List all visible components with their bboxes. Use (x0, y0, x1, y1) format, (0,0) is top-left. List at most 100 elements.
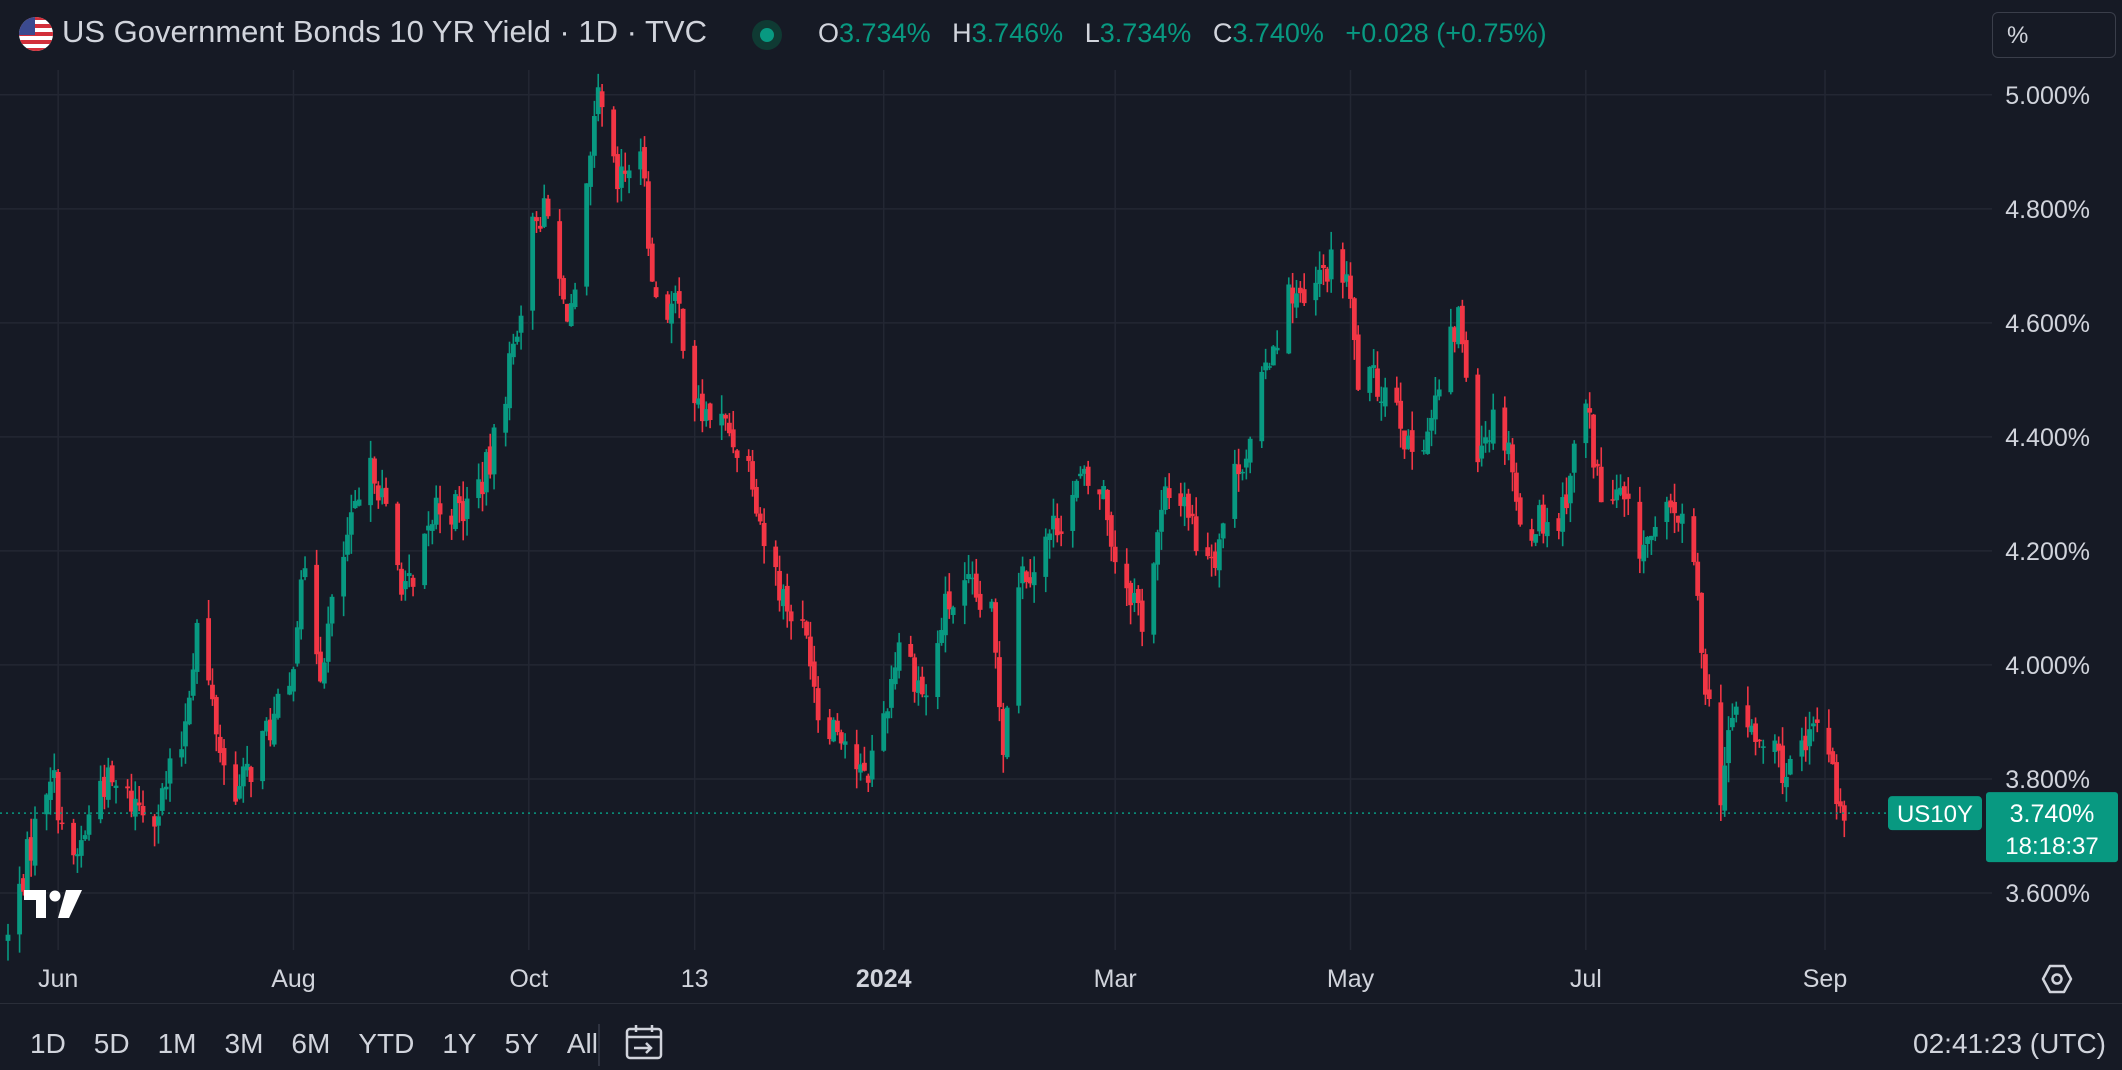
high-label: H (952, 18, 972, 48)
candle (1290, 272, 1296, 324)
candle-body (140, 805, 146, 816)
candle (622, 152, 628, 182)
candle-body (1263, 362, 1269, 371)
candle-body (1679, 513, 1685, 524)
candle-body (1718, 702, 1724, 806)
candle-body (156, 816, 161, 826)
candle (1838, 788, 1843, 814)
market-status-icon[interactable] (752, 20, 782, 50)
range-6m-button[interactable]: 6M (291, 1028, 331, 1059)
candle-body (55, 772, 61, 821)
candle (557, 209, 563, 296)
candle-body (426, 525, 431, 531)
candle (723, 413, 728, 431)
candle-body (703, 409, 709, 421)
candle (210, 668, 215, 706)
candle (48, 767, 53, 815)
candle (156, 804, 161, 844)
candle (591, 100, 597, 168)
candle (507, 341, 512, 421)
candle-body (1031, 572, 1037, 586)
range-ytd-button[interactable]: YTD (358, 1028, 415, 1059)
candle (1537, 499, 1542, 537)
candle (761, 508, 767, 564)
candle-body (298, 579, 304, 630)
candle (1567, 473, 1573, 523)
candle (1691, 508, 1697, 566)
candle (750, 449, 755, 497)
candle-body (44, 794, 49, 815)
candle (86, 805, 92, 841)
candle-body (1760, 746, 1766, 748)
candle-body (167, 758, 173, 784)
candle (152, 814, 157, 847)
range-5y-button[interactable]: 5Y (504, 1028, 539, 1059)
candle (1645, 536, 1650, 558)
calendar-goto-icon[interactable] (624, 1022, 664, 1062)
candle (186, 690, 192, 726)
candle-body (811, 661, 817, 687)
range-1y-button[interactable]: 1Y (442, 1028, 477, 1059)
candle-body (1378, 401, 1384, 403)
range-3m-button[interactable]: 3M (224, 1028, 264, 1059)
candle (835, 713, 840, 736)
candle-body (1726, 730, 1731, 764)
candle-body (1456, 307, 1461, 345)
candle-body (1027, 577, 1033, 584)
candle-body (591, 116, 597, 156)
symbol-title[interactable]: US Government Bonds 10 YR Yield · 1D · T… (62, 14, 707, 49)
candle-body (1139, 600, 1145, 632)
candle (514, 330, 520, 345)
scale-mode-button[interactable]: % (1992, 12, 2116, 58)
candle (217, 724, 223, 763)
candle (1220, 522, 1226, 549)
candle-body (1564, 494, 1569, 509)
candle-body (1826, 727, 1832, 755)
candle (491, 423, 497, 490)
candle-body (1571, 443, 1577, 473)
candle (1375, 351, 1380, 402)
y-tick-label: 4.000% (2005, 652, 2090, 680)
candle-body (862, 762, 867, 771)
candle-body (294, 627, 300, 664)
candle-body (966, 574, 971, 580)
candle-body (244, 763, 250, 771)
candle (1286, 277, 1292, 355)
candle-body (1274, 347, 1280, 351)
x-tick-label: Mar (1094, 965, 1137, 993)
candle (1108, 511, 1114, 562)
candle (599, 84, 605, 127)
candle (1834, 754, 1839, 820)
candle-body (503, 403, 509, 433)
range-1m-button[interactable]: 1M (157, 1028, 197, 1059)
range-1d-button[interactable]: 1D (30, 1028, 66, 1059)
candle (1378, 386, 1384, 421)
candle (1398, 382, 1404, 448)
range-5d-button[interactable]: 5D (93, 1028, 130, 1059)
candle-body (1058, 531, 1064, 534)
candle-body (24, 839, 30, 897)
candle (406, 554, 412, 588)
gear-icon[interactable] (2040, 962, 2074, 996)
candle (916, 666, 921, 706)
utc-clock[interactable]: 02:41:23 (UTC) (1913, 1028, 2106, 1059)
candle (1301, 273, 1307, 307)
range-all-button[interactable]: All (566, 1028, 598, 1059)
candle (946, 573, 952, 619)
tradingview-logo-icon[interactable] (22, 886, 86, 922)
candle (1348, 262, 1353, 309)
y-tick-label: 4.200% (2005, 538, 2090, 566)
candle-body (1016, 587, 1022, 706)
candle (1610, 479, 1616, 505)
candle (1432, 376, 1438, 435)
candle (564, 303, 570, 323)
candle (1236, 448, 1242, 492)
candle (1243, 449, 1249, 480)
price-chart[interactable]: 3.600% 3.800% 4.000% 4.200% 4.400% 4.600% 4.80… (0, 0, 2122, 1003)
candle (17, 866, 22, 953)
candle (1081, 465, 1087, 486)
candle (206, 599, 212, 686)
candle (105, 757, 111, 808)
candle (534, 211, 539, 233)
candle (372, 456, 377, 494)
